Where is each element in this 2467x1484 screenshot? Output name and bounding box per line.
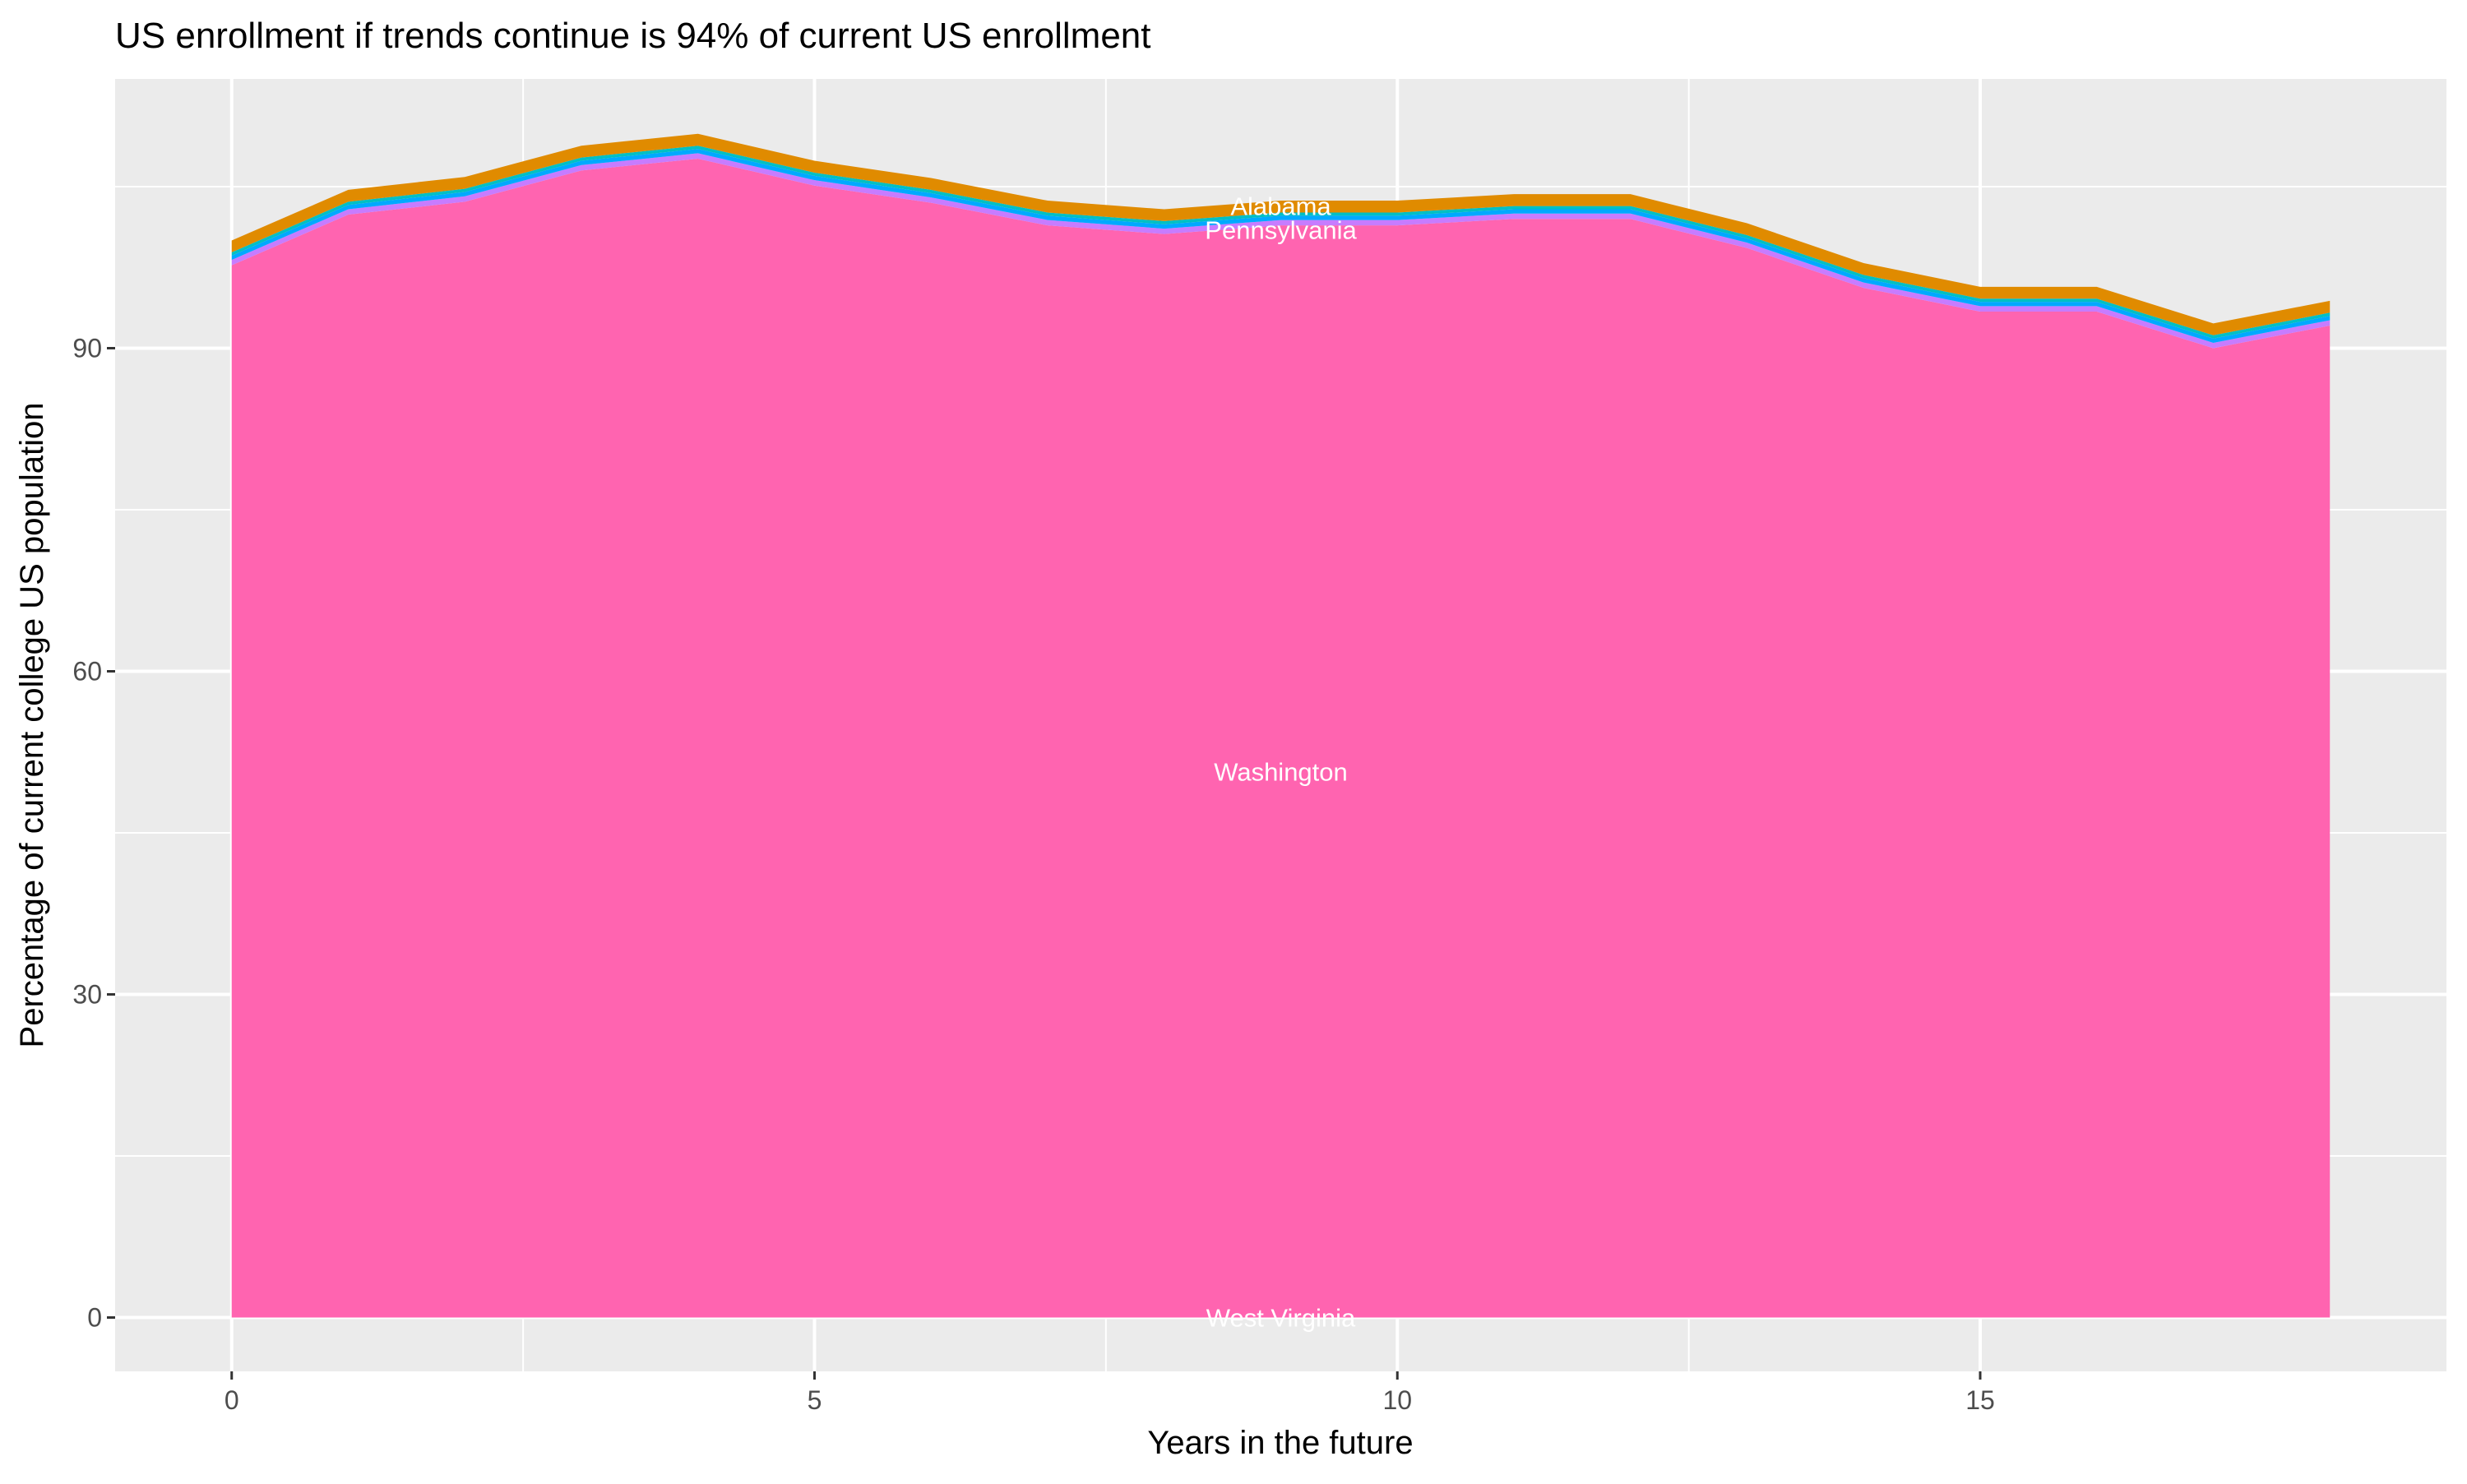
x-axis-label: Years in the future: [1147, 1425, 1413, 1461]
x-tick-label: 15: [1965, 1385, 1995, 1415]
y-tick-label: 60: [72, 657, 102, 687]
series-label: Pennsylvania: [1205, 215, 1357, 244]
y-tick-label: 30: [72, 980, 102, 1010]
series-label: West Virginia: [1206, 1304, 1356, 1333]
y-tick-label: 90: [72, 334, 102, 363]
series-label: Alabama: [1230, 192, 1331, 221]
area-series: [231, 133, 2330, 1318]
x-tick-label: 0: [224, 1385, 239, 1415]
area-washington: [231, 158, 2330, 1318]
series-label: Washington: [1214, 757, 1348, 786]
x-tick-label: 5: [808, 1385, 822, 1415]
axes: 0 5 10 15 0 30 60 90: [72, 334, 1994, 1416]
chart-title: US enrollment if trends continue is 94% …: [115, 16, 1150, 56]
y-axis-label: Percentage of current college US populat…: [14, 403, 50, 1048]
y-tick-label: 0: [87, 1303, 102, 1333]
x-tick-label: 10: [1382, 1385, 1412, 1415]
